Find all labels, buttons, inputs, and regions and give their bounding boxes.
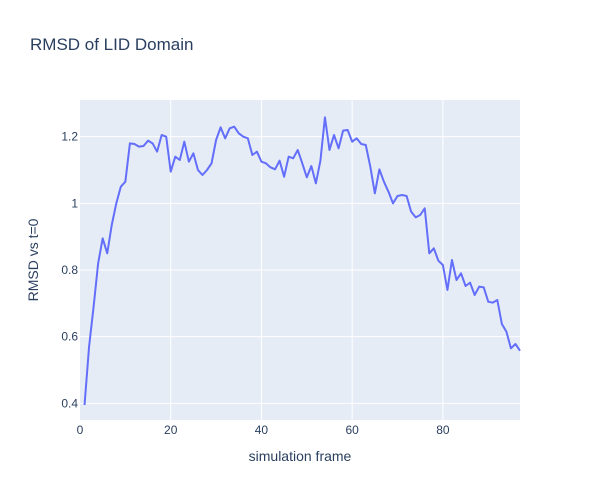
y-tick-labels: 0.4 0.6 0.8 1 1.2 [61,130,78,411]
y-tick-label: 1 [71,196,78,210]
x-tick-label: 40 [255,423,269,437]
x-tick-label: 60 [345,423,359,437]
y-tick-label: 0.4 [61,396,78,410]
y-gridlines [80,136,520,404]
y-axis-title: RMSD vs t=0 [25,218,41,301]
x-axis-title: simulation frame [249,448,352,464]
series-line [83,116,521,406]
x-tick-labels: 0 20 40 60 80 [77,423,450,437]
y-tick-label: 0.6 [61,330,78,344]
plot-background [80,100,520,420]
y-tick-label: 0.8 [61,263,78,277]
series-layer [83,116,521,406]
x-tick-label: 20 [164,423,178,437]
y-tick-label: 1.2 [61,130,78,144]
x-gridlines [170,100,444,420]
x-tick-label: 0 [77,423,84,437]
chart-title: RMSD of LID Domain [30,35,193,54]
x-tick-label: 80 [436,423,450,437]
